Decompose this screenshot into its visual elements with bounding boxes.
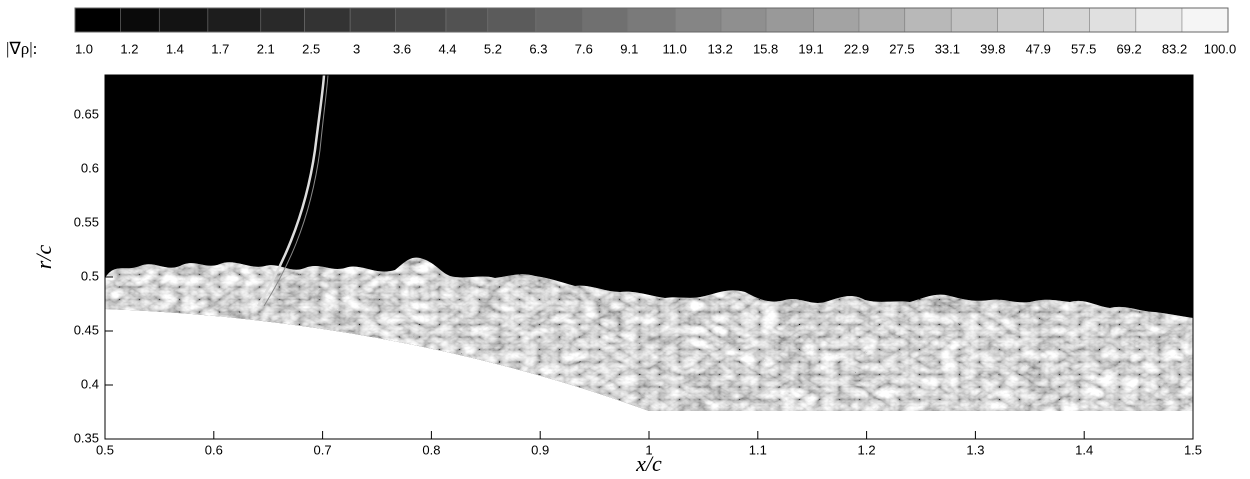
colorbar-segment <box>1089 8 1136 32</box>
y-tick-label: 0.65 <box>74 106 99 121</box>
colorbar-segment <box>1043 8 1090 32</box>
x-axis-label: x/c <box>635 451 662 476</box>
colorbar-tick-label: 5.2 <box>484 41 502 56</box>
colorbar-segment <box>487 8 536 32</box>
colorbar-tick-label: 1.4 <box>166 41 184 56</box>
colorbar-tick-label: 83.2 <box>1162 41 1187 56</box>
x-tick-label: 1.5 <box>1184 442 1202 457</box>
colorbar-segment <box>766 8 814 32</box>
colorbar-segment <box>535 8 583 32</box>
colorbar-segment <box>120 8 160 32</box>
colorbar-segment <box>75 8 121 32</box>
body <box>105 309 1193 439</box>
colorbar-tick-label: 33.1 <box>935 41 960 56</box>
colorbar-segment <box>951 8 998 32</box>
x-tick-label: 1.1 <box>749 442 767 457</box>
colorbar-segment <box>445 8 488 32</box>
colorbar-segment <box>675 8 722 32</box>
colorbar-tick-label: 2.5 <box>302 41 320 56</box>
colorbar-segment <box>260 8 305 32</box>
colorbar-tick-label: 4.4 <box>438 41 456 56</box>
shock-wave <box>256 74 326 307</box>
colorbar-tick-label: 13.2 <box>708 41 733 56</box>
colorbar-segment <box>350 8 396 32</box>
colorbar-tick-label: 22.9 <box>844 41 869 56</box>
shock-wave-secondary <box>263 74 329 307</box>
colorbar-tick-label: 6.3 <box>529 41 547 56</box>
colorbar-tick-label: 1.7 <box>211 41 229 56</box>
colorbar-tick-label: 1.0 <box>75 41 93 56</box>
colorbar-segment <box>1135 8 1182 32</box>
x-tick-label: 1.4 <box>1075 442 1093 457</box>
colorbar-segment <box>627 8 676 32</box>
colorbar-segment <box>207 8 261 32</box>
colorbar-segment <box>582 8 628 32</box>
x-tick-label: 0.7 <box>314 442 332 457</box>
colorbar-segment <box>159 8 208 32</box>
y-tick-label: 0.45 <box>74 322 99 337</box>
colorbar-tick-label: 39.8 <box>980 41 1005 56</box>
colorbar-tick-label: 3 <box>353 41 360 56</box>
y-tick-label: 0.4 <box>81 376 99 391</box>
y-tick-label: 0.5 <box>81 268 99 283</box>
colorbar-frame <box>74 7 1229 33</box>
colorbar-tick-label: 3.6 <box>393 41 411 56</box>
y-tick-label: 0.55 <box>74 214 99 229</box>
colorbar-segment <box>304 8 351 32</box>
colorbar-tick-label: 11.0 <box>663 41 687 56</box>
y-axis-label: r/c <box>31 245 56 270</box>
colorbar-tick-label: 9.1 <box>620 41 638 56</box>
x-tick-label: 1.3 <box>966 442 984 457</box>
colorbar-tick-label: 1.2 <box>120 41 138 56</box>
colorbar-tick-label: 100.0 <box>1204 41 1237 56</box>
x-tick-label: 0.6 <box>205 442 223 457</box>
colorbar-tick-label: 15.8 <box>753 41 778 56</box>
colorbar-tick-label: 7.6 <box>575 41 593 56</box>
x-tick-label: 1.2 <box>858 442 876 457</box>
colorbar-tick-label: 27.5 <box>889 41 914 56</box>
colorbar-segment <box>904 8 952 32</box>
y-tick-label: 0.6 <box>81 160 99 175</box>
y-tick-label: 0.35 <box>74 430 99 445</box>
colorbar-segment <box>997 8 1044 32</box>
colorbar-segment <box>813 8 859 32</box>
colorbar-tick-label: 57.5 <box>1071 41 1096 56</box>
x-tick-label: 0.9 <box>531 442 549 457</box>
x-tick-label: 0.5 <box>96 442 114 457</box>
colorbar-label: |∇ρ|: <box>6 39 37 58</box>
colorbar-segment <box>858 8 905 32</box>
colorbar-segment <box>395 8 446 32</box>
x-tick-label: 0.8 <box>422 442 440 457</box>
x-tick-label: 1 <box>645 442 652 457</box>
colorbar-tick-label: 2.1 <box>257 41 275 56</box>
colorbar-tick-label: 47.9 <box>1026 41 1051 56</box>
colorbar-segment <box>721 8 767 32</box>
colorbar-tick-label: 19.1 <box>798 41 823 56</box>
colorbar-tick-label: 69.2 <box>1116 41 1141 56</box>
colorbar-segment <box>1181 8 1228 32</box>
